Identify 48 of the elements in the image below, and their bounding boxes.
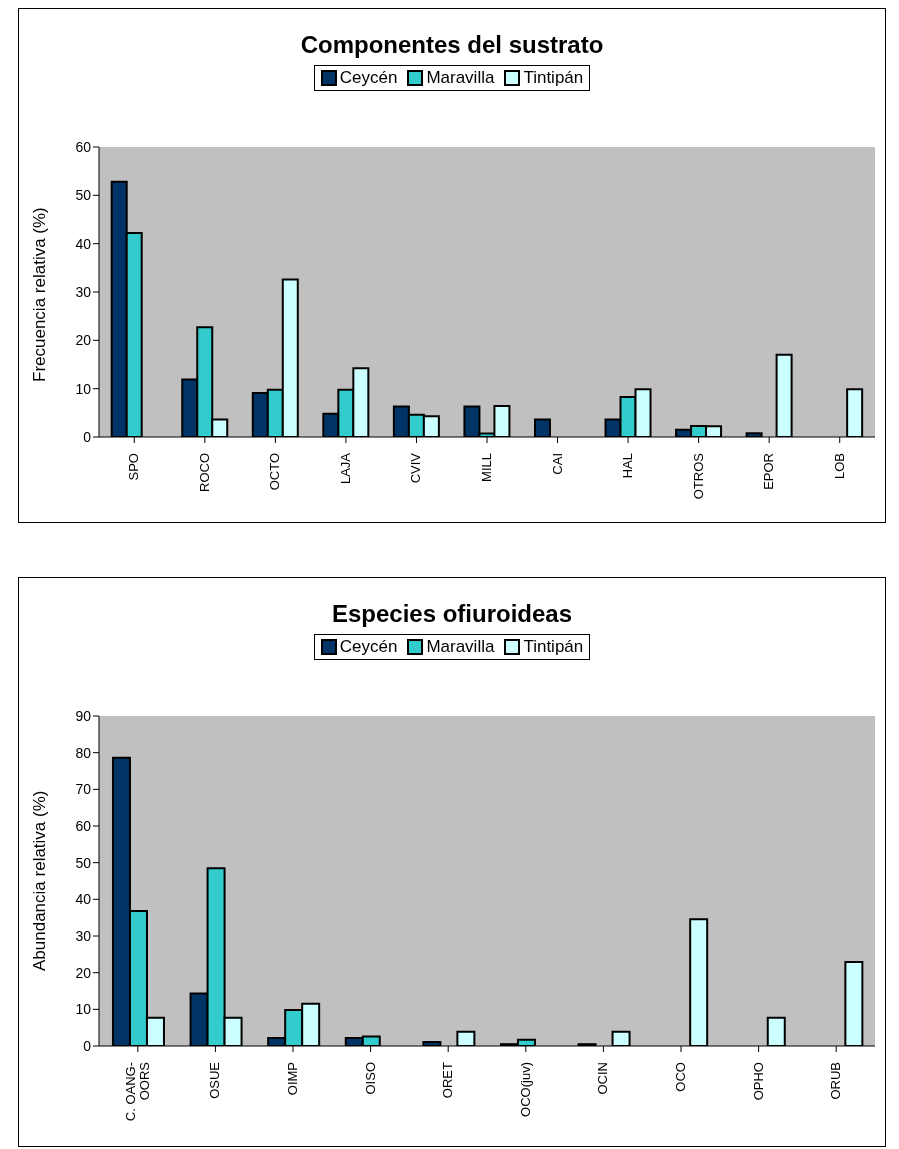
y-axis-title: Abundancia relativa (%)	[30, 790, 50, 971]
x-tick-label: OCTO	[267, 453, 283, 491]
y-tick-label: 30	[75, 283, 92, 300]
y-tick-label: 40	[75, 235, 92, 252]
y-tick-label: 40	[75, 891, 92, 908]
y-tick-label: 10	[75, 380, 92, 397]
y-tick-label: 10	[75, 1001, 92, 1018]
y-tick-label: 50	[75, 854, 92, 871]
y-tick-label: 0	[83, 1037, 92, 1054]
x-tick-label: C. OANG-OORS	[122, 1061, 152, 1122]
legend-label: Maravilla	[425, 68, 495, 88]
x-tick-label: LOB	[831, 453, 847, 480]
y-tick-label: 60	[75, 817, 92, 834]
y-tick-label: 80	[75, 744, 92, 761]
legend-label: Maravilla	[425, 637, 495, 657]
x-tick-label: OCO	[673, 1062, 688, 1092]
x-tick-label: CVIV	[408, 452, 424, 484]
y-tick-label: 30	[75, 927, 92, 944]
x-tick-label: MILL	[479, 453, 494, 482]
legend-label: Tintipán	[522, 68, 584, 88]
x-tick-label: OCIN	[595, 1062, 611, 1095]
y-tick-label: 70	[75, 781, 92, 798]
y-axis-title: Frecuencia relativa (%)	[30, 207, 50, 382]
x-tick-label: HAL	[620, 453, 636, 479]
x-tick-label: OIMP	[285, 1062, 300, 1096]
y-tick-label: 50	[75, 187, 92, 204]
y-tick-label: 20	[75, 332, 92, 349]
y-tick-label: 0	[83, 428, 92, 445]
x-tick-label: EPOR	[761, 453, 777, 490]
legend-label: Ceycén	[338, 68, 398, 88]
chart-title: Componentes del sustrato	[299, 31, 605, 59]
legend-label: Tintipán	[522, 637, 584, 657]
x-tick-label: ORET	[440, 1061, 456, 1099]
x-tick-label: CAI	[549, 453, 565, 475]
x-tick-label: OSUE	[207, 1061, 223, 1099]
y-tick-label: 60	[75, 138, 92, 155]
y-tick-label: 20	[75, 964, 92, 981]
chart-title: Especies ofiuroideas	[330, 600, 574, 628]
x-tick-label: LAJA	[337, 452, 353, 485]
legend-label: Ceycén	[338, 637, 398, 657]
x-tick-label: SPO	[126, 453, 142, 481]
x-tick-label: ROCO	[196, 453, 212, 492]
x-tick-label: OCO(juv)	[517, 1062, 533, 1117]
x-tick-label: OISO	[362, 1062, 378, 1095]
x-tick-label: OTROS	[690, 452, 706, 500]
x-tick-label: ORUB	[828, 1062, 844, 1100]
x-tick-label: OPHO	[750, 1062, 766, 1101]
y-tick-label: 90	[75, 707, 92, 724]
